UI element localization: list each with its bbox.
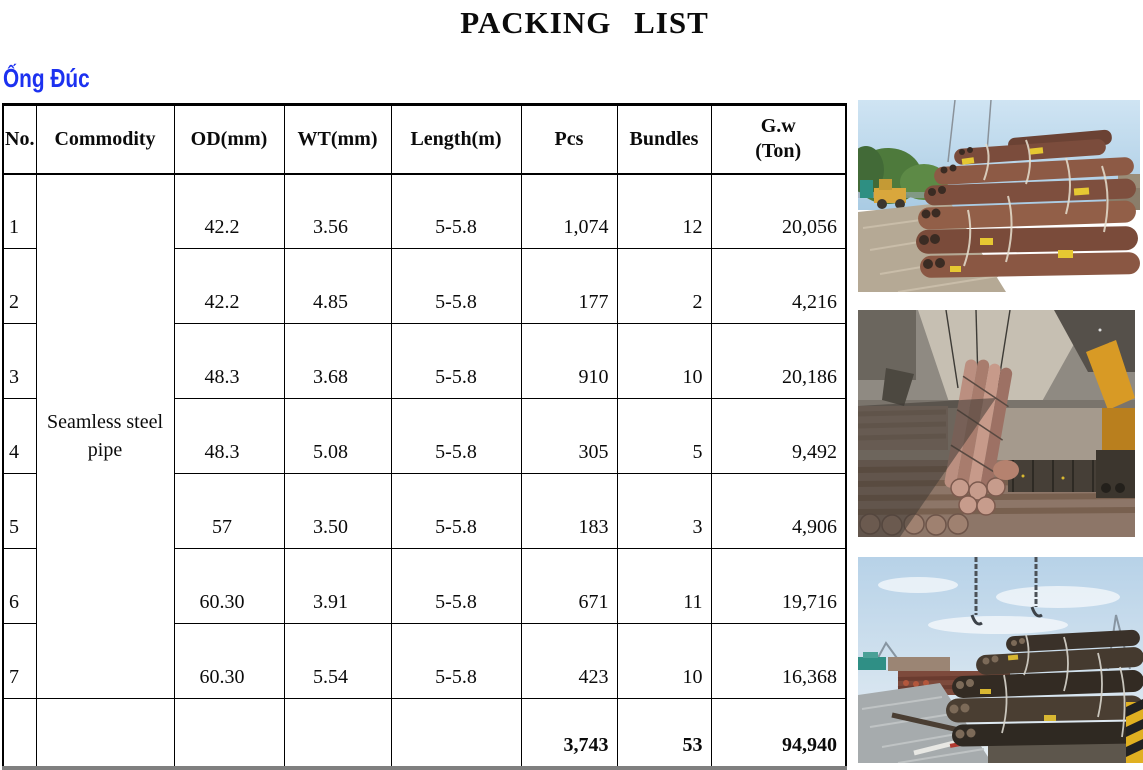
table-row: 4 48.3 5.08 5-5.8 305 5 9,492 xyxy=(2,398,847,474)
header-pcs: Pcs xyxy=(520,104,618,175)
cell-wt: 3.50 xyxy=(283,473,392,549)
cell-bundles: 11 xyxy=(616,548,712,624)
cell-gw: 9,492 xyxy=(710,398,847,474)
total-bundles: 53 xyxy=(616,698,712,768)
page-title: PACKING LIST xyxy=(460,5,709,40)
header-no: No. xyxy=(2,104,37,175)
cell-gw: 4,906 xyxy=(710,473,847,549)
cell-od: 42.2 xyxy=(173,173,285,249)
cell-gw: 20,186 xyxy=(710,323,847,399)
cell-no: 5 xyxy=(2,473,37,549)
table-row: 5 57 3.50 5-5.8 183 3 4,906 xyxy=(2,473,847,549)
cell-od: 60.30 xyxy=(173,623,285,699)
cell-pcs: 423 xyxy=(520,623,618,699)
cell-wt: 3.68 xyxy=(283,323,392,399)
cell-gw: 16,368 xyxy=(710,623,847,699)
cell-bundles: 3 xyxy=(616,473,712,549)
table-row: 3 48.3 3.68 5-5.8 910 10 20,186 xyxy=(2,323,847,399)
header-commodity: Commodity xyxy=(35,104,175,175)
cell-no: 1 xyxy=(2,173,37,249)
total-gw: 94,940 xyxy=(710,698,847,768)
cell-length: 5-5.8 xyxy=(390,248,522,324)
header-bundles: Bundles xyxy=(616,104,712,175)
cell-length: 5-5.8 xyxy=(390,473,522,549)
cell-bundles: 2 xyxy=(616,248,712,324)
cell-od-empty xyxy=(173,698,285,768)
cell-od: 48.3 xyxy=(173,398,285,474)
cell-od: 42.2 xyxy=(173,248,285,324)
cell-pcs: 305 xyxy=(520,398,618,474)
total-pcs: 3,743 xyxy=(520,698,618,768)
header-row: No. Commodity OD(mm) WT(mm) Length(m) Pc… xyxy=(2,104,847,175)
cell-gw: 19,716 xyxy=(710,548,847,624)
table-row: 6 60.30 3.91 5-5.8 671 11 19,716 xyxy=(2,548,847,624)
cell-length: 5-5.8 xyxy=(390,548,522,624)
cell-od: 48.3 xyxy=(173,323,285,399)
cell-commodity-empty xyxy=(35,698,175,768)
cell-pcs: 671 xyxy=(520,548,618,624)
header-gw-line1: G.w xyxy=(760,115,796,138)
header-wt: WT(mm) xyxy=(283,104,392,175)
header-od: OD(mm) xyxy=(173,104,285,175)
cell-bundles: 12 xyxy=(616,173,712,249)
cell-commodity: Seamless steel pipe xyxy=(35,173,175,699)
cell-length: 5-5.8 xyxy=(390,323,522,399)
subtitle-ong-duc: Ống Đúc xyxy=(3,63,90,93)
table-row: 1 Seamless steel pipe 42.2 3.56 5-5.8 1,… xyxy=(2,173,847,699)
cell-gw: 4,216 xyxy=(710,248,847,324)
cell-no: 4 xyxy=(2,398,37,474)
cell-wt: 3.56 xyxy=(283,173,392,249)
cell-bundles: 10 xyxy=(616,623,712,699)
cell-length: 5-5.8 xyxy=(390,173,522,249)
cell-wt: 4.85 xyxy=(283,248,392,324)
cell-od: 60.30 xyxy=(173,548,285,624)
packing-list-table: No. Commodity OD(mm) WT(mm) Length(m) Pc… xyxy=(2,103,847,770)
cell-wt: 3.91 xyxy=(283,548,392,624)
cell-wt-empty xyxy=(283,698,392,768)
table-row: 2 42.2 4.85 5-5.8 177 2 4,216 xyxy=(2,248,847,324)
table-row: 7 60.30 5.54 5-5.8 423 10 16,368 xyxy=(2,623,847,699)
pipe-bundles-dockside-photo xyxy=(858,557,1143,763)
cell-wt: 5.54 xyxy=(283,623,392,699)
totals-row: 3,743 53 94,940 xyxy=(2,698,847,768)
cell-no-empty xyxy=(2,698,37,768)
cell-bundles: 10 xyxy=(616,323,712,399)
header-length: Length(m) xyxy=(390,104,522,175)
cell-pcs: 177 xyxy=(520,248,618,324)
cell-pcs: 183 xyxy=(520,473,618,549)
pipe-bundle-ship-hold-lifting-photo xyxy=(858,310,1135,537)
cell-length: 5-5.8 xyxy=(390,623,522,699)
cell-no: 7 xyxy=(2,623,37,699)
cell-no: 2 xyxy=(2,248,37,324)
cell-length-empty xyxy=(390,698,522,768)
cell-no: 6 xyxy=(2,548,37,624)
cell-length: 5-5.8 xyxy=(390,398,522,474)
cell-pcs: 1,074 xyxy=(520,173,618,249)
cell-gw: 20,056 xyxy=(710,173,847,249)
header-gw-line2: (Ton) xyxy=(755,140,802,163)
cell-wt: 5.08 xyxy=(283,398,392,474)
cell-pcs: 910 xyxy=(520,323,618,399)
cell-od: 57 xyxy=(173,473,285,549)
pipe-bundles-stockyard-photo xyxy=(858,100,1140,292)
header-gw: G.w (Ton) xyxy=(710,104,847,175)
cell-bundles: 5 xyxy=(616,398,712,474)
cell-no: 3 xyxy=(2,323,37,399)
